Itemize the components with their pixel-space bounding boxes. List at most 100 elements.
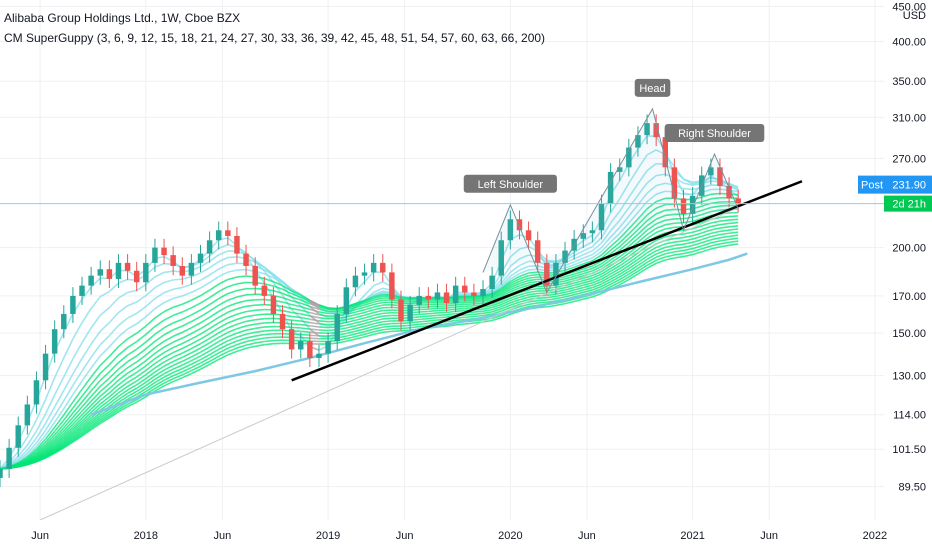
ribbon-segment [173, 288, 182, 290]
ribbon-segment [355, 318, 364, 320]
candle-body [52, 329, 57, 353]
ribbon-segment [264, 327, 273, 328]
ribbon-segment [173, 344, 182, 348]
ribbon-segment [200, 283, 209, 288]
ribbon-segment [665, 242, 674, 244]
ribbon-segment [428, 311, 437, 312]
ribbon-segment [64, 359, 73, 377]
candle-body [70, 296, 75, 314]
ribbon-segment [383, 326, 392, 327]
ribbon-segment [219, 300, 228, 305]
ribbon-segment [665, 245, 674, 247]
ribbon-segment [283, 311, 292, 313]
ribbon-segment [182, 344, 191, 349]
ribbon-segment [164, 280, 173, 283]
ribbon-segment [684, 239, 693, 241]
ribbon-segment [82, 391, 91, 402]
ribbon-segment [173, 357, 182, 361]
ribbon-segment [155, 341, 164, 347]
ribbon-segment [729, 238, 738, 239]
ribbon-segment [128, 313, 137, 318]
indicator-label[interactable]: CM SuperGuppy (3, 6, 9, 12, 15, 18, 21, … [4, 28, 545, 48]
ribbon-segment [173, 319, 182, 323]
candle-body [0, 469, 3, 478]
ribbon-segment [674, 257, 683, 258]
ribbon-segment [219, 258, 228, 262]
ribbon-segment [556, 292, 565, 294]
ribbon-segment [237, 348, 246, 351]
ribbon-segment [73, 343, 82, 359]
ribbon-segment [210, 323, 219, 329]
ribbon-segment [729, 235, 738, 236]
ribbon-segment [246, 294, 255, 295]
ribbon-segment [246, 324, 255, 326]
ribbon-segment [82, 344, 91, 358]
ribbon-segment [346, 334, 355, 336]
ribbon-segment [246, 328, 255, 330]
ribbon-segment [301, 328, 310, 329]
ribbon-segment [155, 264, 164, 267]
ribbon-segment [355, 321, 364, 323]
candle-body [435, 292, 440, 299]
ribbon-segment [91, 386, 100, 396]
ribbon-segment [228, 341, 237, 345]
ribbon-segment [529, 303, 538, 304]
ribbon-segment [684, 189, 693, 190]
ribbon-segment [474, 313, 483, 314]
ribbon-segment [228, 324, 237, 328]
ribbon-segment [465, 323, 474, 324]
ribbon-segment [55, 358, 64, 378]
ribbon-segment [200, 317, 209, 323]
ribbon-segment [374, 327, 383, 329]
ribbon-segment [346, 326, 355, 328]
ribbon-segment [264, 330, 273, 331]
candle-body [125, 263, 130, 271]
ribbon-segment [155, 282, 164, 287]
ribbon-segment [246, 315, 255, 317]
ribbon-segment [164, 330, 173, 335]
ribbon-segment [246, 310, 255, 311]
ribbon-segment [301, 341, 310, 342]
ribbon-segment [255, 331, 264, 332]
ribbon-segment [428, 301, 437, 302]
ribbon-segment [246, 320, 255, 322]
ribbon-segment [310, 323, 319, 324]
ribbon-segment [401, 325, 410, 326]
ribbon-segment [118, 318, 127, 325]
ribbon-segment [720, 233, 729, 234]
ribbon-segment [428, 315, 437, 316]
ribbon-segment [419, 323, 428, 324]
ribbon-segment [711, 228, 720, 230]
ribbon-segment [155, 303, 164, 309]
ribbon-segment [255, 345, 264, 347]
ribbon-segment [547, 299, 556, 300]
ribbon-segment [474, 298, 483, 299]
ribbon-segment [246, 343, 255, 345]
ribbon-segment [255, 335, 264, 336]
ribbon-segment [419, 319, 428, 320]
ribbon-segment [173, 326, 182, 330]
ribbon-segment [410, 322, 419, 323]
ribbon-segment [684, 252, 693, 254]
ribbon-segment [401, 323, 410, 324]
ribbon-segment [674, 254, 683, 255]
ribbon-segment [693, 249, 702, 252]
ribbon-segment [729, 223, 738, 224]
ribbon-segment [529, 289, 538, 290]
ribbon-segment [310, 332, 319, 333]
ribbon-segment [173, 353, 182, 357]
candle-body [43, 354, 48, 381]
ribbon-segment [319, 327, 328, 328]
ribbon-segment [228, 277, 237, 279]
candle-body [225, 230, 230, 236]
time-tick-label: 2021 [680, 530, 704, 542]
ribbon-segment [702, 233, 711, 236]
time-tick-label: Jun [578, 530, 596, 542]
ribbon-segment [146, 318, 155, 326]
ribbon-segment [711, 231, 720, 233]
symbol-title[interactable]: Alibaba Group Holdings Ltd., 1W, Cboe BZ… [4, 8, 545, 28]
ribbon-segment [301, 338, 310, 339]
